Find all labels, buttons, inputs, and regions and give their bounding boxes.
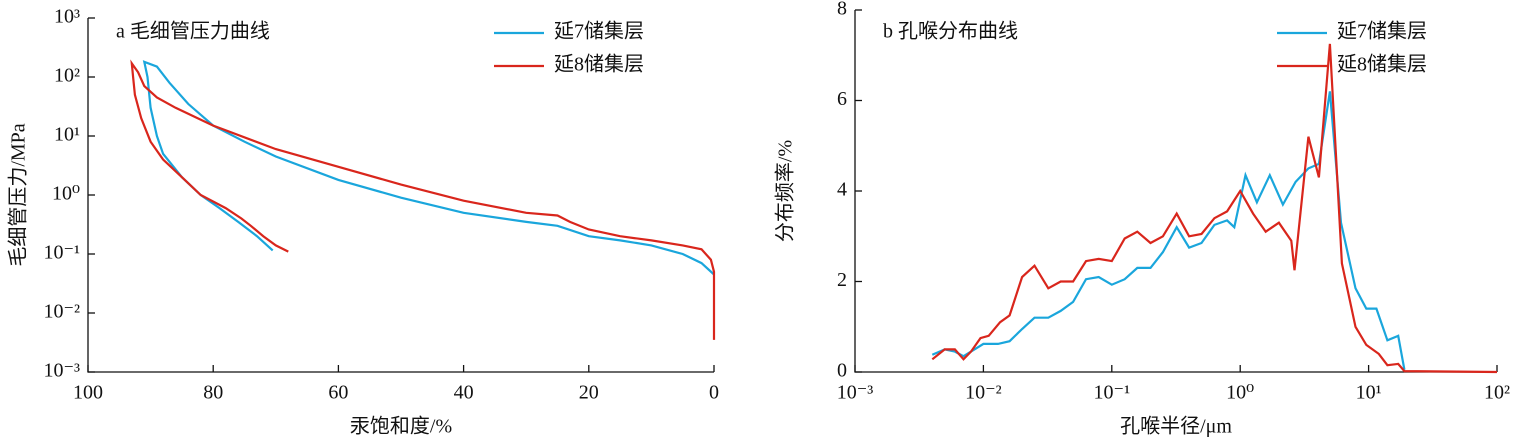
y-tick-label: 4 [837, 179, 847, 201]
x-tick-label: 40 [454, 382, 474, 404]
y-tick-label: 10² [54, 65, 80, 87]
legend-label: 延8储集层 [1337, 53, 1427, 76]
y-axis-label: 毛细管压力/MPa [7, 123, 30, 266]
x-tick-label: 80 [203, 382, 223, 404]
y-tick-label: 10⁻¹ [43, 242, 80, 264]
x-tick-label: 0 [709, 382, 719, 404]
x-axis-label: 汞饱和度/% [350, 415, 452, 438]
legend-label: 延8储集层 [554, 53, 644, 76]
panel: 100 80 60 40 20 0 10⁻³ 10⁻² 10⁻¹ 10⁰ 10¹ 10² 10³ a 毛细… [7, 6, 719, 438]
y-tick-label: 10⁻² [43, 301, 80, 323]
y-tick-label: 10⁻³ [43, 360, 80, 382]
y-tick-label: 6 [837, 88, 847, 110]
y-tick-label: 8 [837, 0, 847, 20]
panel-title: b 孔喉分布曲线 [883, 20, 1018, 43]
series-line [130, 59, 716, 340]
x-tick-label: 10¹ [1356, 382, 1382, 404]
series-line [142, 60, 715, 276]
series-line [931, 91, 1406, 370]
y-axis-label: 分布频率/% [774, 140, 797, 242]
y-tick-label: 10⁰ [52, 183, 80, 205]
panel: 10⁻³ 10⁻² 10⁻¹ 10⁰ 10¹ 10² 0 2 4 6 8 b 孔喉分布曲线孔喉半径/μ… [774, 0, 1510, 438]
panel-title: a 毛细管压力曲线 [116, 20, 270, 43]
x-tick-label: 10² [1484, 382, 1510, 404]
y-tick-label: 0 [837, 360, 847, 382]
x-tick-label: 20 [579, 382, 599, 404]
x-tick-label: 10⁻² [965, 382, 1002, 404]
x-axis-label: 孔喉半径/μm [1120, 415, 1232, 438]
legend-label: 延7储集层 [1337, 20, 1427, 43]
y-tick-label: 2 [837, 269, 847, 291]
y-tick-label: 10³ [54, 6, 80, 28]
x-tick-label: 60 [328, 382, 348, 404]
x-tick-label: 10⁰ [1226, 382, 1254, 404]
x-tick-label: 10⁻¹ [1094, 382, 1131, 404]
series-line [931, 43, 1498, 374]
x-tick-label: 10⁻³ [837, 382, 874, 404]
legend-label: 延7储集层 [554, 20, 644, 43]
y-tick-label: 10¹ [54, 124, 80, 146]
x-tick-label: 100 [73, 382, 103, 404]
